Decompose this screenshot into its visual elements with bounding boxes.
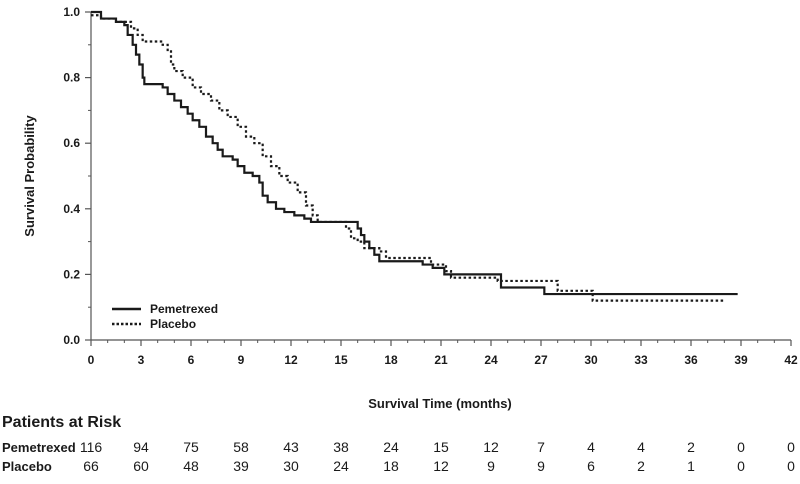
y-tick-label: 0.0 xyxy=(63,333,80,347)
y-tick-label: 0.2 xyxy=(63,267,80,281)
x-tick-label: 42 xyxy=(784,353,798,367)
risk-value: 2 xyxy=(687,439,695,455)
x-tick-label: 9 xyxy=(238,353,245,367)
x-tick-label: 6 xyxy=(188,353,195,367)
risk-value: 0 xyxy=(787,458,795,474)
risk-value: 0 xyxy=(787,439,795,455)
risk-value: 94 xyxy=(133,439,149,455)
y-tick-label: 0.4 xyxy=(63,202,80,216)
risk-value: 4 xyxy=(637,439,645,455)
risk-value: 12 xyxy=(433,458,449,474)
y-tick-label: 0.8 xyxy=(63,71,80,85)
risk-value: 24 xyxy=(383,439,399,455)
risk-value: 0 xyxy=(737,458,745,474)
survival-curves xyxy=(91,10,738,302)
risk-value: 24 xyxy=(333,458,349,474)
x-tick-label: 39 xyxy=(734,353,748,367)
risk-value: 4 xyxy=(587,439,595,455)
x-tick-label: 21 xyxy=(434,353,448,367)
risk-value: 12 xyxy=(483,439,499,455)
risk-value: 43 xyxy=(283,439,299,455)
x-tick-label: 3 xyxy=(138,353,145,367)
curve-placebo xyxy=(91,14,725,302)
risk-value: 6 xyxy=(587,458,595,474)
x-tick-label: 24 xyxy=(484,353,498,367)
risk-value: 2 xyxy=(637,458,645,474)
risk-value: 7 xyxy=(537,439,545,455)
y-axis-title: Survival Probability xyxy=(22,115,37,237)
x-tick-label: 30 xyxy=(584,353,598,367)
risk-value: 18 xyxy=(383,458,399,474)
risk-value: 15 xyxy=(433,439,449,455)
risk-value: 48 xyxy=(183,458,199,474)
risk-value: 9 xyxy=(537,458,545,474)
risk-value: 58 xyxy=(233,439,249,455)
axes: 0.00.20.40.60.81.00 3 6 9 12 15 18 21 24 27 30 33 36… xyxy=(63,5,798,367)
risk-value: 38 xyxy=(333,439,349,455)
risk-value: 0 xyxy=(737,439,745,455)
risk-table-title: Patients at Risk xyxy=(2,414,122,431)
risk-value: 60 xyxy=(133,458,149,474)
risk-value: 75 xyxy=(183,439,199,455)
x-tick-label: 0 xyxy=(88,353,95,367)
risk-value: 30 xyxy=(283,458,299,474)
x-tick-label: 27 xyxy=(534,353,548,367)
risk-value: 9 xyxy=(487,458,495,474)
curve-pemetrexed xyxy=(91,10,738,296)
risk-value: 66 xyxy=(83,458,99,474)
risk-value: 116 xyxy=(79,439,103,455)
legend: Pemetrexed Placebo xyxy=(112,302,218,331)
x-axis-title: Survival Time (months) xyxy=(368,396,512,411)
y-tick-label: 1.0 xyxy=(63,5,80,19)
legend-label-placebo: Placebo xyxy=(150,317,196,331)
risk-row-label-pemetrexed: Pemetrexed xyxy=(2,440,76,455)
x-tick-label: 12 xyxy=(284,353,298,367)
risk-value: 1 xyxy=(687,458,695,474)
risk-row-label-placebo: Placebo xyxy=(2,459,52,474)
legend-label-pemetrexed: Pemetrexed xyxy=(150,302,218,316)
risk-value: 39 xyxy=(233,458,249,474)
x-tick-label: 33 xyxy=(634,353,648,367)
x-tick-label: 18 xyxy=(384,353,398,367)
x-tick-label: 36 xyxy=(684,353,698,367)
y-tick-label: 0.6 xyxy=(63,136,80,150)
x-tick-label: 15 xyxy=(334,353,348,367)
